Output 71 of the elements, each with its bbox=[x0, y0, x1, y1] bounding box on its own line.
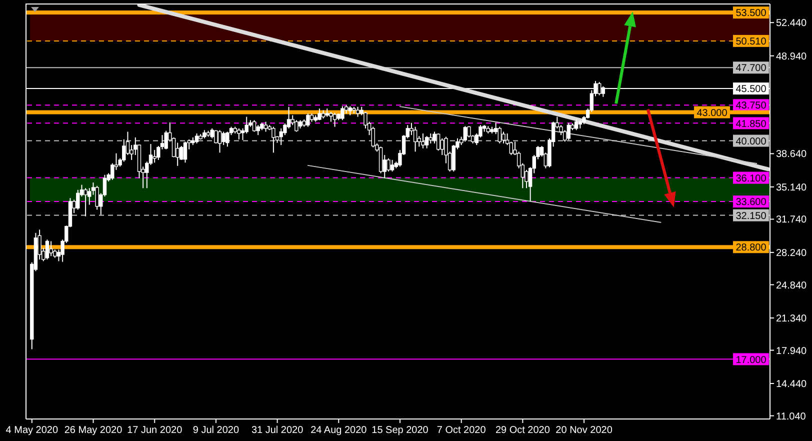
candlestick bbox=[378, 146, 383, 174]
ref-line-label: 40.000 bbox=[736, 136, 767, 148]
candlestick bbox=[49, 240, 53, 257]
candlestick bbox=[152, 149, 156, 164]
ref-line-label: 47.700 bbox=[736, 63, 767, 74]
candlestick bbox=[498, 126, 502, 144]
candlestick bbox=[390, 159, 394, 172]
x-tick-label: 7 Oct 2020 bbox=[436, 425, 486, 436]
candlestick bbox=[279, 128, 283, 146]
candlestick bbox=[463, 126, 467, 142]
candlestick bbox=[424, 136, 429, 149]
y-tick-label: 38.640 bbox=[776, 149, 808, 160]
candlestick bbox=[386, 158, 390, 172]
y-tick-label: 21.340 bbox=[776, 314, 808, 325]
x-tick-label: 20 Nov 2020 bbox=[556, 425, 613, 436]
candlestick bbox=[421, 132, 425, 149]
candlestick bbox=[436, 132, 440, 152]
y-tick-label: 17.940 bbox=[776, 346, 808, 357]
ref-line-label: 36.100 bbox=[736, 173, 767, 184]
candlestick bbox=[264, 121, 268, 132]
candlestick bbox=[356, 106, 360, 118]
x-tick-label: 17 Jun 2020 bbox=[127, 425, 183, 436]
candlestick bbox=[237, 128, 241, 140]
candlestick bbox=[45, 239, 50, 260]
candlestick bbox=[440, 138, 444, 156]
candlestick bbox=[218, 130, 222, 154]
ref-line-label: 33.600 bbox=[736, 197, 767, 208]
y-tick-label: 28.240 bbox=[776, 248, 808, 259]
candlestick bbox=[566, 122, 571, 141]
candlestick bbox=[194, 132, 199, 144]
candlestick bbox=[183, 141, 188, 164]
y-tick-label: 31.740 bbox=[776, 214, 808, 226]
candlestick bbox=[348, 106, 352, 116]
x-tick-label: 15 Sep 2020 bbox=[372, 425, 429, 436]
x-tick-label: 31 Jul 2020 bbox=[251, 425, 304, 436]
candlestick bbox=[371, 126, 375, 148]
candlestick bbox=[95, 185, 99, 210]
candlestick bbox=[76, 189, 80, 210]
x-tick-label: 24 Aug 2020 bbox=[310, 425, 368, 436]
ref-line-label: 45.500 bbox=[736, 84, 767, 96]
y-tick-label: 35.140 bbox=[776, 182, 808, 194]
candlestick bbox=[332, 112, 337, 128]
candlestick bbox=[502, 131, 506, 144]
candlestick bbox=[84, 188, 88, 217]
ref-line-label: 43.000 bbox=[696, 108, 728, 119]
x-tick-label: 26 May 2020 bbox=[64, 425, 123, 436]
y-tick-label: 11.040 bbox=[776, 411, 806, 422]
ref-line-label: 17.000 bbox=[736, 354, 767, 366]
x-tick-label: 9 Jul 2020 bbox=[192, 425, 240, 436]
y-tick-label: 48.940 bbox=[776, 51, 808, 62]
candlestick bbox=[413, 126, 418, 152]
candlestick bbox=[306, 112, 310, 128]
y-tick-label: 24.840 bbox=[776, 280, 808, 292]
x-tick-label: 4 May 2020 bbox=[6, 425, 58, 436]
ref-line-label: 28.800 bbox=[736, 242, 767, 254]
y-tick-label: 14.440 bbox=[776, 379, 808, 390]
y-tick-label: 52.440 bbox=[776, 18, 808, 30]
x-tick-label: 29 Oct 2020 bbox=[495, 425, 550, 436]
candlestick bbox=[222, 131, 226, 146]
ref-line-label: 43.750 bbox=[736, 100, 767, 112]
candlestick bbox=[252, 120, 256, 132]
candlestick bbox=[226, 131, 230, 148]
candlestick bbox=[340, 106, 344, 121]
candlestick bbox=[428, 132, 432, 144]
candlestick bbox=[574, 118, 578, 131]
candlestick bbox=[256, 124, 260, 136]
ref-line-label: 50.510 bbox=[736, 36, 767, 48]
ref-line-label: 41.850 bbox=[736, 118, 767, 130]
candlestick bbox=[272, 126, 276, 154]
ref-line-label: 53.500 bbox=[736, 8, 767, 20]
ref-line-label: 32.150 bbox=[736, 210, 767, 222]
